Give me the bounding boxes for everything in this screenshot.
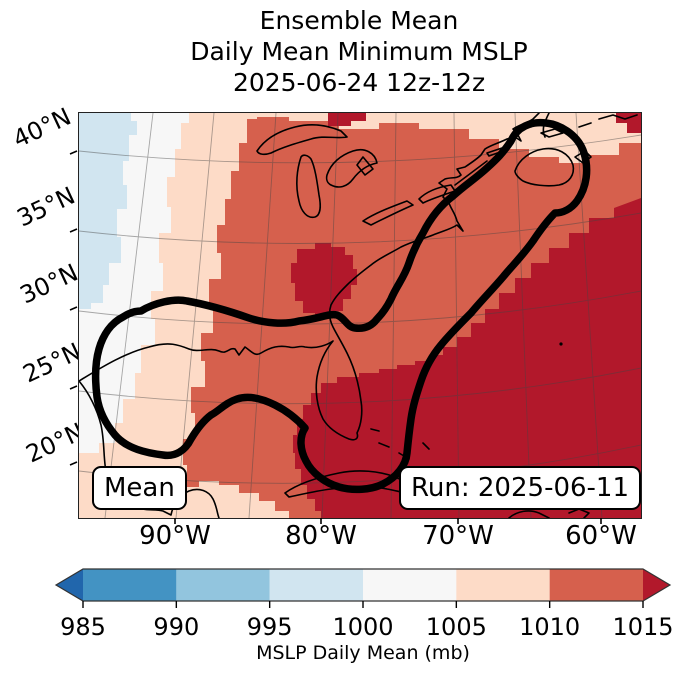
y-tick-40n: 40°N — [8, 102, 76, 154]
colorbar-over-arrow — [643, 569, 670, 601]
colorbar-axis-label: MSLP Daily Mean (mb) — [256, 642, 470, 664]
colorbar-segment-1000-1005 — [363, 569, 457, 601]
fill-region-darkred-top — [328, 113, 366, 126]
title-line-2: Daily Mean Minimum MSLP — [190, 37, 528, 66]
title-line-1: Ensemble Mean — [259, 6, 459, 35]
colorbar-tick-1015: 1015 — [612, 613, 673, 641]
colorbar-segment-985-990 — [83, 569, 177, 601]
x-tick-60w: 60°W — [565, 521, 637, 551]
colorbar-segment-995-1000 — [269, 569, 364, 601]
chart-title: Ensemble Mean Daily Mean Minimum MSLP 20… — [78, 5, 640, 98]
map-svg — [78, 112, 642, 519]
colorbar-segment-990-995 — [176, 569, 270, 601]
map-panel: Mean Run: 2025-06-11 — [78, 112, 642, 519]
fill-region-darkred-blob — [291, 243, 357, 317]
colorbar-under-arrow — [56, 569, 83, 601]
x-tick-80w: 80°W — [285, 521, 357, 551]
y-tick-25n: 25°N — [18, 337, 86, 389]
fill-region-white-band — [79, 113, 189, 453]
colorbar-tick-995: 995 — [247, 613, 293, 641]
colorbar-tick-990: 990 — [153, 613, 199, 641]
colorbar-tick-1005: 1005 — [426, 613, 487, 641]
fill-region-pale-blue — [79, 113, 137, 309]
mean-annotation-box: Mean — [92, 466, 187, 510]
colorbar-tick-marks — [82, 601, 644, 608]
run-date-annotation-box: Run: 2025-06-11 — [399, 466, 641, 510]
colorbar-tick-1000: 1000 — [332, 613, 393, 641]
fill-region-darkred-main — [293, 198, 641, 518]
colorbar-tick-1010: 1010 — [519, 613, 580, 641]
y-tick-30n: 30°N — [15, 258, 83, 310]
colorbar-tick-985: 985 — [60, 613, 106, 641]
colorbar-segment-1010-1015 — [549, 569, 644, 601]
colorbar-segment-1005-1010 — [456, 569, 550, 601]
x-tick-70w: 70°W — [422, 521, 494, 551]
title-line-3: 2025-06-24 12z-12z — [232, 68, 486, 97]
threat-area-contour — [91, 118, 591, 494]
x-tick-90w: 90°W — [139, 521, 211, 551]
y-tick-35n: 35°N — [12, 181, 80, 233]
colorbar: 985 990 995 1000 1005 1010 1015 MSLP Dai… — [54, 568, 674, 664]
